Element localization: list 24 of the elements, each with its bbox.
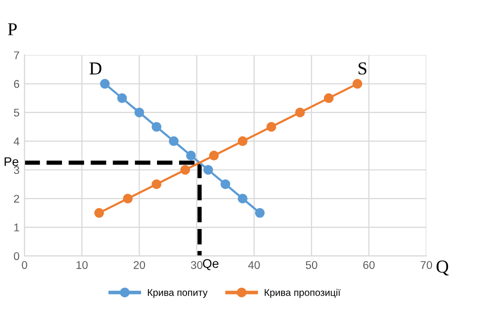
y-tick-label: 6 [14, 80, 20, 88]
annotation: Pe [4, 157, 18, 166]
x-tick-label: 10 [76, 261, 88, 269]
y-tick-label: 2 [14, 194, 20, 203]
x-tick-label: 0 [22, 261, 28, 269]
x-tick-label: 20 [134, 261, 146, 269]
x-tick-label: 60 [363, 261, 375, 269]
x-tick-label: 70 [420, 261, 432, 269]
legend-label: Крива попиту [148, 289, 208, 298]
x-tick-label: 50 [306, 261, 318, 269]
annotation: D [90, 62, 102, 74]
legend-label: Крива пропозиції [264, 288, 341, 298]
y-axis-title: P [8, 23, 17, 36]
annotation: Qe [202, 259, 218, 270]
y-tick-label: 5 [14, 108, 20, 117]
x-axis-title: Q [436, 260, 449, 276]
y-tick-label: 4 [14, 138, 20, 146]
y-tick-label: 7 [14, 51, 20, 60]
x-tick-label: 40 [248, 261, 260, 269]
y-tick-label: 1 [14, 224, 20, 232]
annotation: S [358, 62, 366, 75]
y-tick-label: 3 [14, 166, 20, 174]
y-tick-label: 0 [14, 252, 20, 260]
x-tick-label: 30 [190, 261, 202, 269]
